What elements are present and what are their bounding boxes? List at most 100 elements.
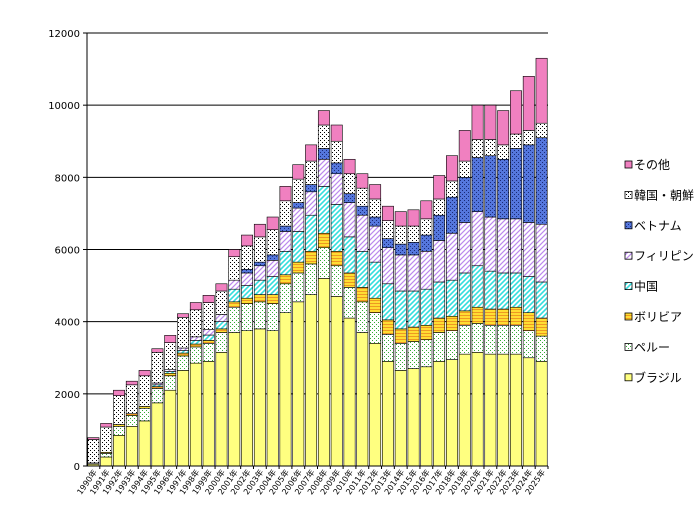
bar-segment xyxy=(189,340,202,345)
bar-segment xyxy=(356,287,369,303)
bar-segment xyxy=(215,290,228,315)
bar-segment xyxy=(420,200,433,220)
bar-segment xyxy=(189,336,202,341)
bar-segment xyxy=(535,361,548,467)
bar-segment xyxy=(420,339,433,368)
bar-segment xyxy=(356,332,369,467)
bar-segment xyxy=(381,361,394,467)
x-axis-ticks: 1990年1991年1992年1993年1994年1995年1996年1997年… xyxy=(75,466,549,496)
bar-segment xyxy=(522,330,535,359)
bar-segment xyxy=(279,186,292,202)
bar-segment xyxy=(433,240,446,283)
bar-segment xyxy=(433,281,446,319)
bar-segment xyxy=(266,229,279,256)
bar-segment xyxy=(394,225,407,245)
bar-segment xyxy=(471,157,484,212)
bar-segment xyxy=(330,140,343,164)
bar-segment xyxy=(305,191,318,216)
bar-segment xyxy=(266,330,279,467)
bar-segment xyxy=(164,375,177,391)
bar-segment xyxy=(433,332,446,362)
bar-segment xyxy=(458,222,471,274)
bar-segment xyxy=(253,301,266,330)
bar-segment xyxy=(356,187,369,207)
bar-segment xyxy=(317,247,330,279)
bar-segment xyxy=(228,256,241,281)
bar-segment xyxy=(113,389,125,396)
bar-segment xyxy=(202,329,215,336)
bar-segment xyxy=(266,260,279,277)
bar-segment xyxy=(330,265,343,297)
bar-segment xyxy=(164,335,177,343)
legend-swatch xyxy=(624,342,633,351)
bar-segment xyxy=(535,137,548,225)
bar-segment xyxy=(343,272,356,288)
bar-segment xyxy=(535,281,548,319)
bar-segment xyxy=(241,303,254,331)
bar-segment xyxy=(458,272,471,312)
bar-segment xyxy=(305,160,318,185)
bar-segment xyxy=(202,302,215,330)
bar-segment xyxy=(292,301,305,467)
bar-segment xyxy=(535,335,548,362)
legend-label: フィリピン xyxy=(634,249,694,263)
bar-segment xyxy=(484,216,497,272)
gridlines xyxy=(87,32,548,395)
bar-segment xyxy=(125,384,138,414)
bar-segment xyxy=(343,158,356,175)
bar-segment xyxy=(446,330,458,360)
bar-segment xyxy=(138,420,151,467)
bar-segment xyxy=(253,223,266,238)
bar-segment xyxy=(407,326,420,342)
bar-segment xyxy=(241,269,254,274)
bar-segment xyxy=(407,209,420,227)
bar-segment xyxy=(407,225,420,243)
bar-segment xyxy=(433,198,446,216)
bar-segment xyxy=(510,324,522,355)
bar-segment xyxy=(407,254,420,292)
bar-segment xyxy=(202,295,215,303)
bar-segment xyxy=(215,328,228,333)
bar-segment xyxy=(138,370,151,377)
bar-segment xyxy=(407,290,420,328)
bar-segment xyxy=(369,184,382,200)
legend-item: ベトナム xyxy=(624,219,682,233)
bar-segment xyxy=(471,306,484,324)
bar-segment xyxy=(394,370,407,467)
bar-segment xyxy=(535,122,548,138)
bar-segment xyxy=(215,332,228,353)
bar-segment xyxy=(305,184,318,193)
bar-segment xyxy=(369,312,382,344)
bar-segment xyxy=(330,251,343,267)
bar-segment xyxy=(522,276,535,313)
bar-segment xyxy=(317,278,330,467)
bar-segment xyxy=(522,130,535,146)
bar-segment xyxy=(87,437,100,440)
y-axis-ticks: 0 2000 4000 6000 8000 10000 12000 xyxy=(48,29,87,473)
bar-segment xyxy=(394,211,407,227)
bar-segment xyxy=(407,241,420,256)
bar-segment xyxy=(369,216,382,227)
legend-swatch xyxy=(624,282,633,291)
bar-segment xyxy=(522,144,535,223)
bar-segment xyxy=(113,426,125,436)
bar-segment xyxy=(100,453,113,458)
bar-segment xyxy=(381,283,394,321)
legend-label: 韓国・朝鮮 xyxy=(634,188,694,202)
legend-item: 韓国・朝鮮 xyxy=(624,188,694,202)
bar-segment xyxy=(241,272,254,286)
bar-segment xyxy=(510,353,522,467)
bar-segment xyxy=(458,130,471,162)
bar-segment xyxy=(484,155,497,218)
bar-segment xyxy=(189,302,202,311)
bar-segment xyxy=(484,324,497,355)
bar-segment xyxy=(497,324,510,355)
bar-segment xyxy=(458,160,471,178)
bar-segment xyxy=(228,279,241,290)
bar-segment xyxy=(279,231,292,252)
bar-segment xyxy=(317,148,330,160)
bar-segment xyxy=(446,359,458,467)
y-tick-label: 0 xyxy=(74,462,80,473)
bar-segment xyxy=(381,220,394,239)
